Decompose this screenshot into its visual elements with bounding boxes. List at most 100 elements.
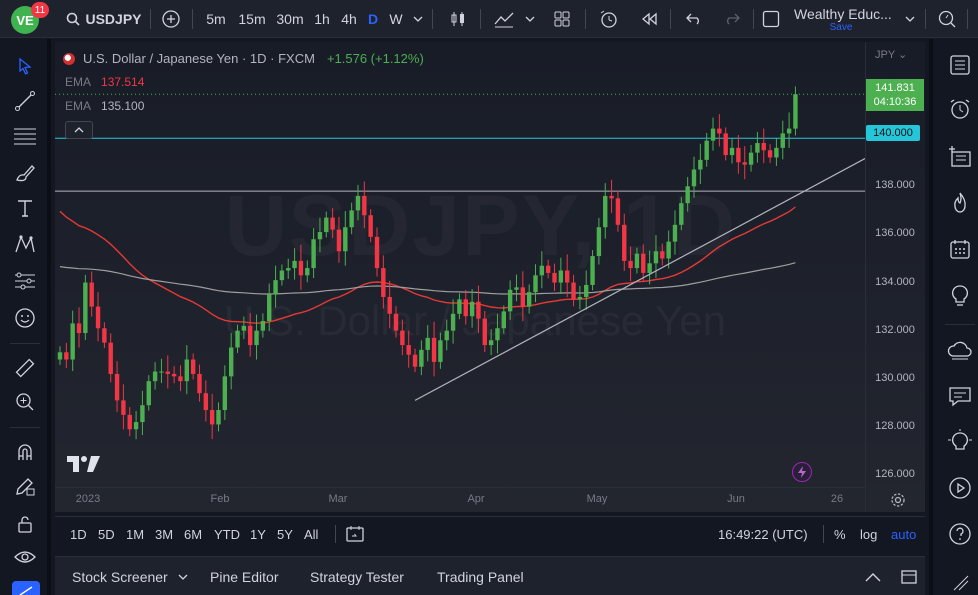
magnet-tool[interactable] <box>0 435 50 469</box>
time-tick: Mar <box>328 493 348 505</box>
collapse-panel-button[interactable] <box>865 557 881 595</box>
undo-button[interactable] <box>681 0 707 38</box>
candle-body <box>577 296 583 300</box>
ruler-tool[interactable] <box>0 351 50 385</box>
fib-tool[interactable] <box>0 119 50 153</box>
candle-body <box>704 140 709 160</box>
ideas-button[interactable] <box>937 277 978 315</box>
range-1d[interactable]: 1D <box>70 526 87 542</box>
watchlist-button[interactable] <box>937 46 978 84</box>
candle-body <box>748 152 754 165</box>
avatar-initials: VE <box>16 12 34 28</box>
trendline <box>414 158 865 401</box>
tradingview-logo[interactable] <box>67 455 101 478</box>
tab-pine-editor[interactable]: Pine Editor <box>210 568 279 585</box>
candle-body <box>57 352 63 360</box>
currency-selector[interactable]: JPY ⌄ <box>875 49 908 61</box>
intervals-dropdown[interactable] <box>410 0 426 38</box>
percent-toggle[interactable]: % <box>834 526 846 542</box>
prediction-tool[interactable] <box>0 264 50 298</box>
more-button[interactable] <box>937 563 978 595</box>
brush-tool[interactable] <box>0 156 50 190</box>
pattern-icon <box>15 235 35 253</box>
range-1y[interactable]: 1Y <box>250 526 266 542</box>
data-window-button[interactable] <box>937 138 978 176</box>
help-button[interactable] <box>937 515 978 553</box>
price-chart[interactable] <box>55 42 865 487</box>
range-5d[interactable]: 5D <box>98 526 115 542</box>
layout-checkbox[interactable] <box>760 0 782 38</box>
lock-drawings-tool[interactable] <box>0 507 50 541</box>
layout-grid-button[interactable] <box>549 0 575 38</box>
hotlists-button[interactable] <box>937 184 978 222</box>
candle-body <box>628 260 633 269</box>
range-ytd[interactable]: YTD <box>214 526 240 542</box>
time-axis[interactable]: 2023 Feb Mar Apr May Jun 26 <box>55 487 865 513</box>
indicators-dropdown[interactable] <box>522 0 538 38</box>
clock-display[interactable]: 16:49:22 (UTC) <box>718 526 808 542</box>
current-price: 141.831 <box>875 82 915 94</box>
interval-15m[interactable]: 15m <box>238 11 266 27</box>
ema-slow-legend[interactable]: EMA 135.100 <box>65 99 144 113</box>
chart-settings-button[interactable] <box>890 492 906 511</box>
flash-button[interactable] <box>792 462 812 482</box>
drawing-toolbar <box>0 39 51 595</box>
magnet-icon <box>18 444 32 460</box>
tab-stock-screener[interactable]: Stock Screener <box>72 557 188 595</box>
ema-fast-value: 137.514 <box>101 75 145 89</box>
trend-line-tool[interactable] <box>0 84 50 118</box>
maximize-panel-button[interactable] <box>901 557 917 595</box>
object-tree-button[interactable] <box>12 581 40 595</box>
compare-symbol-button[interactable] <box>158 0 184 38</box>
range-all[interactable]: All <box>304 526 319 542</box>
layout-dropdown[interactable] <box>902 0 918 38</box>
zoom-tool[interactable] <box>0 385 50 419</box>
legend-collapse-button[interactable] <box>65 121 93 139</box>
candle-body <box>533 275 538 293</box>
text-tool[interactable] <box>0 191 50 225</box>
stacked-list-icon <box>948 146 971 167</box>
streams-button[interactable] <box>937 332 978 370</box>
time-tick: May <box>586 493 608 505</box>
stay-drawing-tool[interactable] <box>0 469 50 503</box>
price-tick: 138.000 <box>875 179 915 192</box>
indicators-button[interactable] <box>491 0 517 38</box>
hide-drawings-tool[interactable] <box>0 540 50 574</box>
layout-name-button[interactable]: Wealthy Educ... Save <box>794 6 894 33</box>
interval-d[interactable]: D <box>367 11 379 27</box>
symbol-search-button[interactable]: USDJPY <box>62 0 146 38</box>
chart-type-button[interactable] <box>444 0 472 38</box>
plus-circle-icon <box>162 10 180 28</box>
interval-4h[interactable]: 4h <box>341 11 357 27</box>
ema-fast-legend[interactable]: EMA 137.514 <box>65 75 144 89</box>
alerts-panel-button[interactable] <box>937 90 978 128</box>
auto-toggle[interactable]: auto <box>891 526 917 542</box>
range-6m[interactable]: 6M <box>184 526 203 542</box>
range-5y[interactable]: 5Y <box>277 526 293 542</box>
alert-button[interactable] <box>596 0 622 38</box>
chart-pane[interactable]: USDJPY, 1D U.S. Dollar / Japanese Yen U.… <box>55 42 925 512</box>
tab-strategy-tester[interactable]: Strategy Tester <box>310 568 404 585</box>
chart-title[interactable]: U.S. Dollar / Japanese Yen · 1D · FXCM <box>83 51 315 66</box>
calendar-button[interactable] <box>937 230 978 268</box>
redo-button[interactable] <box>719 0 745 38</box>
replay-button[interactable] <box>636 0 662 38</box>
price-axis[interactable] <box>865 42 925 512</box>
interval-30m[interactable]: 30m <box>276 11 304 27</box>
chats-button[interactable] <box>937 377 978 415</box>
interval-1h[interactable]: 1h <box>314 11 330 27</box>
cursor-tool[interactable] <box>0 49 50 83</box>
replay-panel-button[interactable] <box>937 469 978 507</box>
tab-trading-panel[interactable]: Trading Panel <box>437 568 524 585</box>
interval-w[interactable]: W <box>389 11 403 27</box>
log-toggle[interactable]: log <box>860 526 878 542</box>
pattern-tool[interactable] <box>0 227 50 261</box>
icon-tool[interactable] <box>0 301 50 335</box>
candle-body <box>691 169 697 187</box>
range-3m[interactable]: 3M <box>155 526 174 542</box>
range-1m[interactable]: 1M <box>126 526 145 542</box>
goto-date-button[interactable] <box>345 517 365 551</box>
tips-button[interactable] <box>937 423 978 461</box>
quick-search-button[interactable] <box>934 0 960 38</box>
interval-5m[interactable]: 5m <box>206 11 226 27</box>
